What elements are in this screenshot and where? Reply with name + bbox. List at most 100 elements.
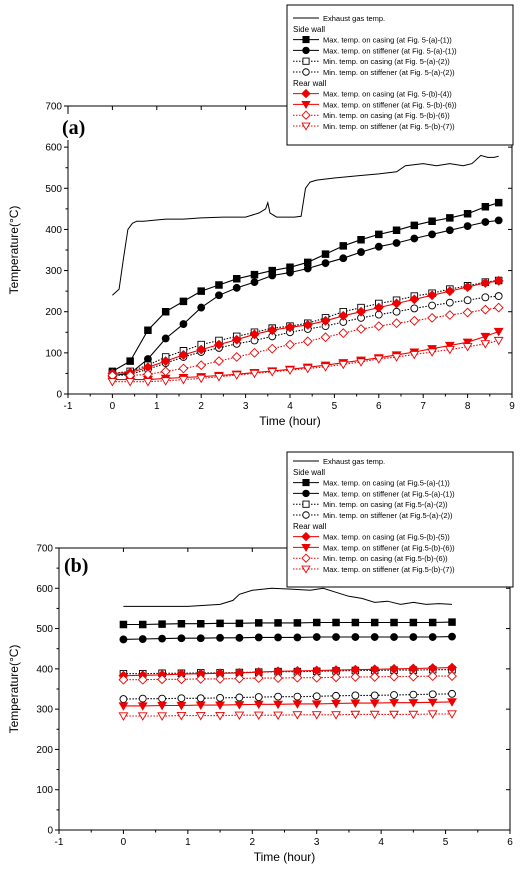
data-point — [370, 618, 379, 627]
data-point — [409, 294, 420, 305]
data-point — [427, 348, 437, 357]
data-point — [234, 673, 245, 684]
data-point — [118, 674, 129, 685]
legend-entry: Max. temp. on stiffener (at Fig.5-(b)-(6… — [323, 543, 455, 552]
data-point — [274, 619, 282, 627]
data-point — [178, 349, 189, 360]
data-point — [274, 692, 282, 701]
data-point — [321, 250, 330, 258]
data-point — [302, 336, 313, 347]
data-point — [356, 324, 366, 334]
legend-marker — [302, 36, 310, 44]
series-line — [112, 154, 499, 296]
data-point — [448, 618, 456, 626]
data-point — [444, 341, 455, 351]
data-point — [143, 378, 153, 387]
data-point — [350, 710, 361, 720]
data-point — [292, 711, 303, 720]
data-point — [493, 275, 504, 286]
data-point — [214, 373, 224, 382]
data-point — [268, 271, 277, 280]
data-point — [389, 671, 399, 682]
x-tick-label: 0 — [110, 401, 116, 412]
legend-entry: Max. temp. on stiffener (at Fig.5-(a)-(1… — [323, 489, 455, 498]
data-point — [369, 710, 380, 720]
x-tick-label: 5 — [332, 401, 338, 412]
legend-group-header: Rear wall — [293, 522, 327, 531]
x-tick-label: 4 — [378, 837, 384, 848]
data-point — [374, 242, 383, 251]
data-point — [158, 694, 167, 703]
series-6 — [118, 698, 457, 711]
legend-marker — [301, 565, 311, 574]
legend-entry: Min. temp. on stiffener (at Fig. 5-(b)-(… — [323, 122, 455, 131]
x-tick-label: 8 — [465, 401, 471, 412]
data-point — [444, 286, 455, 297]
data-point — [215, 712, 225, 721]
data-point — [462, 282, 473, 292]
data-point — [462, 343, 473, 352]
y-tick-label: 200 — [45, 307, 62, 318]
data-point — [235, 633, 244, 642]
data-point — [137, 702, 148, 711]
data-point — [480, 304, 491, 315]
data-point — [160, 356, 171, 367]
data-point — [312, 618, 321, 627]
legend-entry: Max. temp. on casing (at Fig.5-(b)-(5)) — [323, 533, 450, 542]
panel-label: (b) — [64, 555, 88, 577]
data-point — [234, 711, 245, 721]
series-3 — [119, 665, 456, 678]
data-point — [126, 357, 134, 365]
data-point — [494, 216, 503, 225]
data-point — [158, 620, 166, 628]
data-point — [196, 360, 207, 371]
data-point — [391, 353, 402, 362]
panel-label-bg — [60, 114, 102, 140]
data-point — [214, 339, 224, 350]
x-tick-label: 3 — [314, 837, 320, 848]
y-tick-label: 300 — [36, 705, 53, 716]
y-tick-label: 600 — [45, 143, 62, 154]
data-point — [196, 694, 205, 703]
y-axis-label: Temperature(°C) — [7, 206, 21, 295]
data-point — [338, 310, 349, 321]
data-point — [410, 304, 419, 313]
data-point — [195, 701, 206, 710]
data-point — [427, 710, 438, 719]
legend-entry: Max. temp. on casing (at Fig. 5-(a)-(1)) — [323, 36, 452, 45]
data-point — [428, 618, 437, 627]
data-point — [215, 291, 223, 300]
data-point — [373, 321, 384, 332]
data-point — [462, 307, 473, 318]
series-7 — [118, 671, 457, 685]
legend-entry: Min. temp. on casing (at Fig.5-(b)-(6)) — [323, 554, 448, 563]
data-point — [139, 620, 147, 629]
data-point — [196, 344, 207, 355]
data-point — [409, 618, 418, 627]
data-point — [369, 671, 380, 682]
data-point — [250, 278, 259, 287]
series-0 — [112, 154, 499, 296]
data-point — [285, 339, 295, 350]
data-point — [292, 672, 303, 683]
data-point — [231, 334, 242, 345]
data-point — [253, 711, 264, 721]
data-point — [447, 698, 457, 707]
data-point — [249, 369, 260, 379]
data-point — [178, 363, 189, 374]
data-point — [158, 634, 167, 643]
data-point — [331, 672, 341, 683]
data-point — [448, 689, 456, 698]
data-point — [312, 633, 321, 641]
x-tick-label: 6 — [376, 401, 382, 412]
data-point — [254, 619, 263, 627]
legend: Exhaust gas temp. Side wall Max. temp. on … — [286, 4, 514, 146]
y-tick-label: 0 — [56, 390, 62, 401]
legend-box — [286, 4, 514, 146]
data-point — [410, 234, 419, 243]
data-point — [215, 674, 225, 684]
series-8 — [107, 336, 504, 387]
